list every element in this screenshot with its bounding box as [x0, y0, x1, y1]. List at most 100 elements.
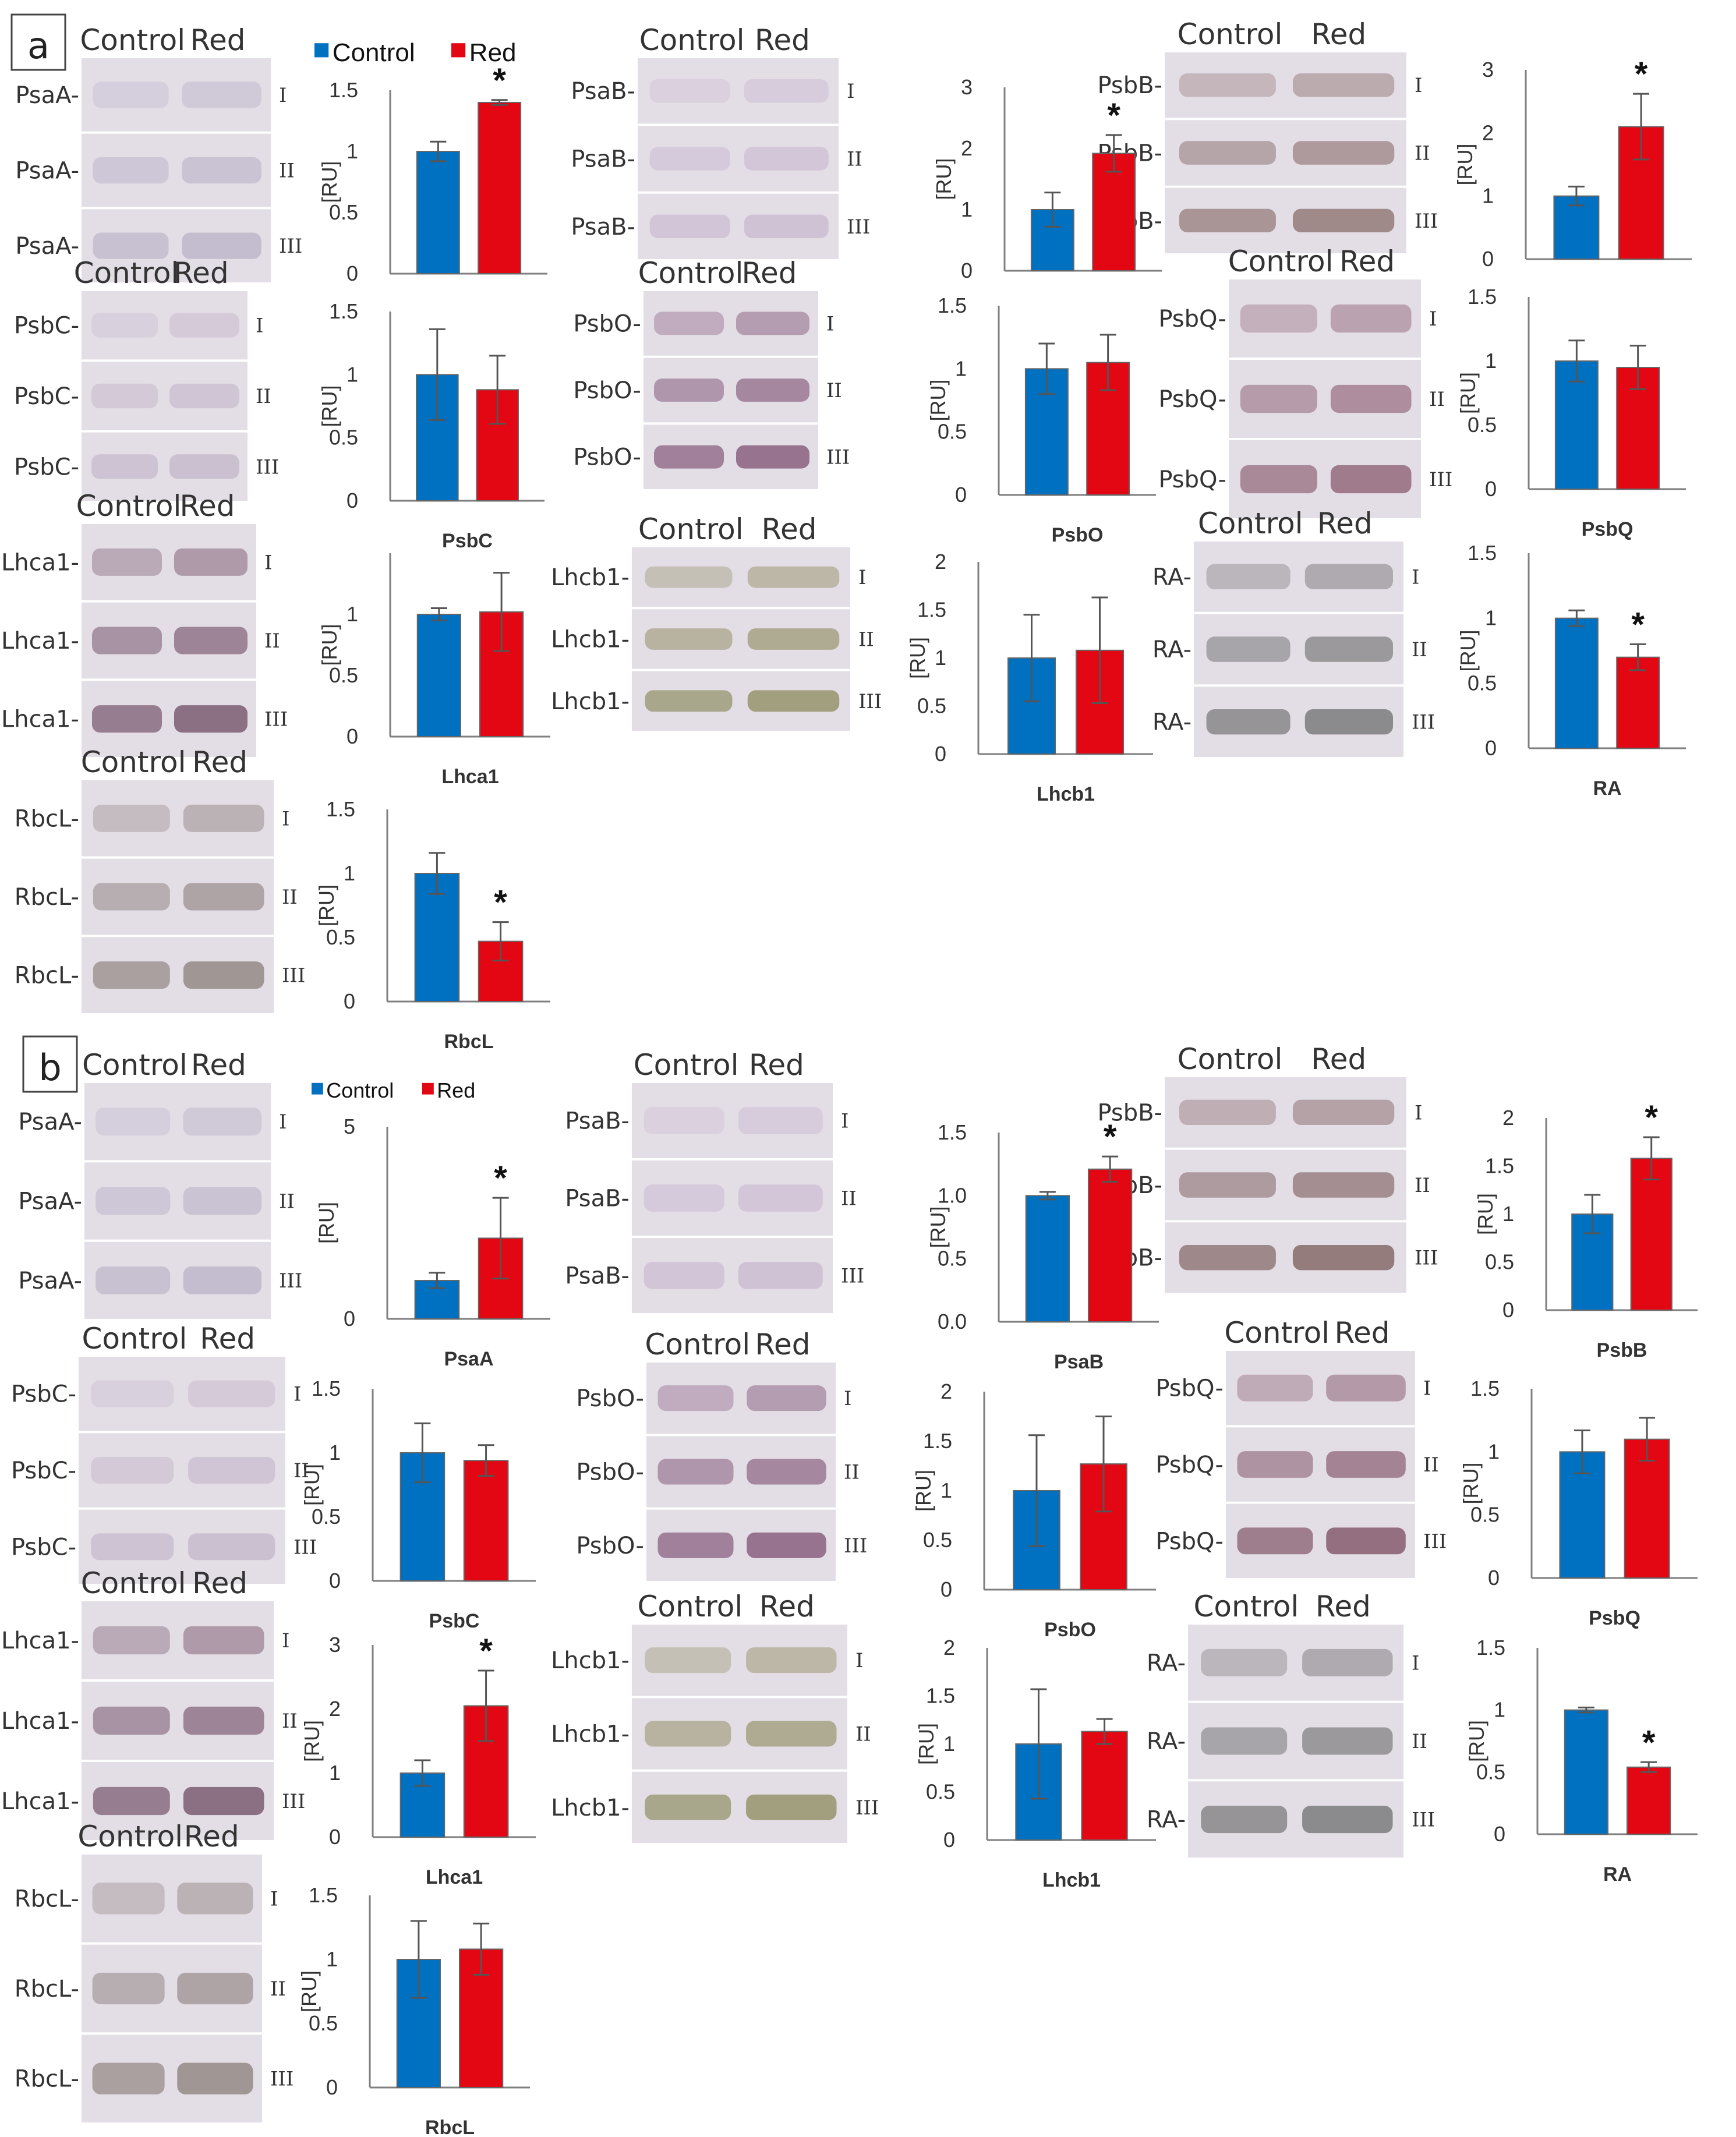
- y-tick-label: 1.5: [1476, 1636, 1505, 1660]
- y-tick-label: 0: [347, 489, 358, 512]
- replicate-label: I: [847, 80, 854, 103]
- y-tick-label: 0: [1494, 1822, 1505, 1846]
- blot-strip: [1165, 52, 1406, 118]
- band-control: [1240, 384, 1317, 413]
- protein-label: PsaB-: [571, 78, 635, 105]
- band-control: [93, 883, 170, 911]
- blot-strip: [82, 524, 256, 600]
- replicate-label: III: [1415, 1247, 1438, 1270]
- replicate-label: I: [279, 1110, 287, 1134]
- band-red: [744, 214, 829, 239]
- protein-label: Lhca1-: [1, 1788, 79, 1815]
- band-red: [169, 454, 239, 479]
- band-control: [1206, 709, 1290, 735]
- replicate-label: I: [279, 84, 287, 107]
- y-tick-label: 0.0: [938, 1310, 967, 1333]
- band-red: [182, 157, 261, 184]
- protein-label: RA-: [1147, 1728, 1186, 1755]
- replicate-label: I: [294, 1383, 301, 1406]
- blot-header-red: Red: [192, 745, 248, 779]
- band-control: [91, 1380, 174, 1407]
- bar-red: [1630, 1158, 1673, 1311]
- y-tick-label: 1: [344, 861, 355, 885]
- significance-star: *: [494, 884, 507, 922]
- significance-star: *: [493, 62, 506, 100]
- bar-red: [1616, 656, 1660, 749]
- bar-control: [1564, 1709, 1608, 1835]
- replicate-label: I: [844, 1387, 851, 1410]
- bar-control: [416, 614, 461, 737]
- band-control: [1237, 1374, 1313, 1402]
- band-red: [174, 627, 248, 654]
- protein-label: PsbC-: [14, 383, 79, 410]
- replicate-label: III: [1429, 468, 1452, 491]
- y-tick-label: 0: [1488, 1566, 1500, 1590]
- chart-a-psbc: 0 0.5 1 1.5 [RU] PsbC: [317, 299, 545, 552]
- blot-header-control: Control: [639, 23, 745, 57]
- y-tick-label: 1: [941, 1478, 952, 1502]
- replicate-label: III: [1423, 1530, 1447, 1553]
- blot-strip: [82, 780, 274, 857]
- legend: Control Red: [314, 38, 517, 67]
- replicate-label: II: [855, 1723, 871, 1746]
- protein-label: PsbQ-: [1155, 1528, 1224, 1555]
- band-control: [1179, 1172, 1276, 1198]
- x-axis-label: Lhcb1: [1042, 1869, 1101, 1891]
- blot-header-control: Control: [634, 1048, 739, 1082]
- bar-red: [463, 1460, 509, 1581]
- protein-label: PsbQ-: [1155, 1452, 1224, 1478]
- band-red: [177, 1972, 253, 2005]
- replicate-label: III: [826, 446, 850, 469]
- y-tick-label: 1.5: [938, 293, 967, 317]
- protein-label: PsbC-: [11, 1381, 76, 1408]
- band-red: [177, 1883, 253, 1915]
- y-tick-label: 0.5: [329, 426, 358, 450]
- y-tick-label: 0: [329, 1569, 341, 1593]
- replicate-label: III: [855, 1796, 879, 1820]
- protein-label: PsaA-: [18, 1109, 82, 1135]
- protein-label: PsaB-: [571, 214, 635, 240]
- replicate-label: II: [1423, 1453, 1439, 1477]
- y-tick-label: 1.5: [329, 299, 358, 323]
- protein-label: Lhcb1-: [551, 564, 630, 591]
- protein-label: PsaA-: [18, 1188, 82, 1215]
- y-tick-label: 0.5: [1468, 671, 1497, 695]
- chart-a-lhcb1: 0 0.5 1 1.5 2 [RU] Lhcb1: [906, 550, 1153, 805]
- blot-header-red: Red: [762, 512, 817, 546]
- blot-header-control: Control: [81, 745, 186, 779]
- y-tick-label: 0.5: [1468, 413, 1497, 437]
- band-control: [92, 627, 162, 654]
- replicate-label: II: [826, 379, 842, 402]
- y-tick-label: 1: [329, 1761, 341, 1785]
- band-control: [1179, 208, 1276, 233]
- band-red: [1326, 1374, 1406, 1402]
- band-red: [1302, 1727, 1393, 1755]
- chart-a-lhca1: 0 0.5 1[RU] Lhca1: [317, 553, 550, 788]
- protein-label: PsbC-: [11, 1534, 76, 1561]
- chart-b-rbcl: 0 0.5 1 1.5 [RU] RbcL: [297, 1883, 530, 2137]
- y-tick-label: 0: [935, 742, 946, 766]
- y-tick-label: 0.5: [938, 1247, 967, 1271]
- protein-label: PsbQ-: [1158, 306, 1226, 332]
- chart-a-ra: 0 0.5 1 1.5 [RU] * RA: [1456, 541, 1686, 799]
- band-control: [645, 1647, 731, 1673]
- y-tick-label: 3: [961, 75, 973, 99]
- protein-label: PsbB-: [1097, 1099, 1162, 1126]
- band-red: [746, 1721, 837, 1747]
- protein-label: PsaB-: [565, 1263, 630, 1290]
- blot-lhcb1: Control Red Lhcb1- I Lhcb1- II Lhcb1- III: [551, 512, 882, 731]
- blot-header-red: Red: [755, 1328, 811, 1361]
- band-red: [736, 378, 809, 402]
- y-tick-label: 0.5: [312, 1505, 341, 1529]
- protein-label: RA-: [1152, 709, 1191, 736]
- y-tick-label: 2: [1482, 121, 1494, 144]
- replicate-label: I: [282, 1629, 289, 1653]
- blot-header-red: Red: [192, 1566, 248, 1600]
- y-tick-label: 0.5: [329, 663, 358, 687]
- protein-label: Lhca1-: [1, 628, 79, 654]
- replicate-label: II: [270, 1977, 286, 2001]
- band-control: [649, 147, 730, 171]
- band-red: [188, 1533, 275, 1561]
